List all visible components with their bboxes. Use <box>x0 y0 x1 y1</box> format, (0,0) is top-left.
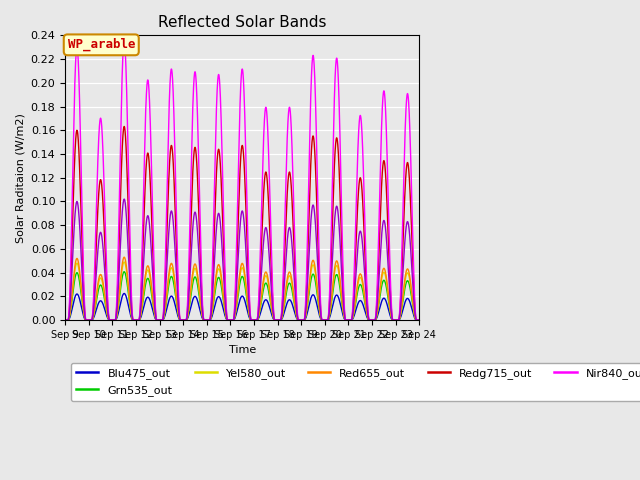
Red655_out <box>301 317 308 323</box>
Redg715_out <box>415 317 423 323</box>
Blu475_out <box>340 316 348 322</box>
Nir840_out <box>415 317 423 323</box>
Blu475_out <box>61 317 69 323</box>
Red655_out <box>415 317 423 323</box>
Redg715_out <box>125 227 132 233</box>
Nir945_out <box>321 317 328 323</box>
Blu475_out <box>125 305 132 311</box>
Nir840_out <box>415 317 423 323</box>
Redg715_out <box>61 317 69 323</box>
Blu475_out <box>228 317 236 323</box>
Nir945_out <box>61 317 69 323</box>
Red655_out <box>120 254 128 260</box>
Red655_out <box>61 317 69 323</box>
Nir840_out <box>125 188 132 193</box>
Line: Nir840_out: Nir840_out <box>65 42 419 320</box>
Nir945_out <box>301 316 308 322</box>
Redg715_out <box>228 317 236 323</box>
Red655_out <box>340 314 348 320</box>
Red655_out <box>415 317 423 323</box>
Yel580_out <box>61 317 69 323</box>
Grn535_out <box>415 317 423 323</box>
Yel580_out <box>415 317 423 323</box>
Yel580_out <box>301 317 308 323</box>
Nir840_out <box>61 317 69 323</box>
Redg715_out <box>301 316 308 322</box>
Yel580_out <box>415 317 423 323</box>
Nir945_out <box>120 196 128 202</box>
Nir840_out <box>228 317 236 323</box>
Line: Red655_out: Red655_out <box>65 257 419 320</box>
Grn535_out <box>321 317 328 323</box>
Red655_out <box>321 317 328 323</box>
Redg715_out <box>340 307 348 313</box>
Grn535_out <box>120 269 128 275</box>
Nir840_out <box>321 317 328 323</box>
Grn535_out <box>340 315 348 321</box>
Line: Yel580_out: Yel580_out <box>65 262 419 320</box>
Redg715_out <box>120 123 128 129</box>
Yel580_out <box>125 290 132 296</box>
Yel580_out <box>321 317 328 323</box>
Blu475_out <box>301 317 308 323</box>
Legend: Blu475_out, Grn535_out, Yel580_out, Red655_out, Redg715_out, Nir840_out, Nir945_: Blu475_out, Grn535_out, Yel580_out, Red6… <box>70 363 640 401</box>
Line: Nir945_out: Nir945_out <box>65 199 419 320</box>
Text: WP_arable: WP_arable <box>67 38 135 51</box>
Nir945_out <box>340 311 348 317</box>
Title: Reflected Solar Bands: Reflected Solar Bands <box>158 15 326 30</box>
Grn535_out <box>125 295 132 300</box>
Blu475_out <box>120 290 128 296</box>
Redg715_out <box>321 317 328 323</box>
Grn535_out <box>301 317 308 323</box>
Y-axis label: Solar Raditaion (W/m2): Solar Raditaion (W/m2) <box>15 113 25 243</box>
Yel580_out <box>340 314 348 320</box>
Nir945_out <box>415 317 423 323</box>
Blu475_out <box>415 317 423 323</box>
Nir945_out <box>415 317 423 323</box>
Line: Redg715_out: Redg715_out <box>65 126 419 320</box>
Line: Grn535_out: Grn535_out <box>65 272 419 320</box>
Redg715_out <box>415 317 423 323</box>
Nir840_out <box>340 302 348 308</box>
Nir945_out <box>228 317 236 323</box>
Red655_out <box>125 288 132 294</box>
Yel580_out <box>120 259 128 265</box>
Red655_out <box>228 317 236 323</box>
Grn535_out <box>228 317 236 323</box>
Yel580_out <box>228 317 236 323</box>
Nir840_out <box>301 315 308 321</box>
Blu475_out <box>415 317 423 323</box>
Blu475_out <box>321 317 328 323</box>
X-axis label: Time: Time <box>228 346 256 355</box>
Grn535_out <box>61 317 69 323</box>
Nir840_out <box>120 39 128 45</box>
Nir945_out <box>125 261 132 267</box>
Line: Blu475_out: Blu475_out <box>65 293 419 320</box>
Grn535_out <box>415 317 423 323</box>
